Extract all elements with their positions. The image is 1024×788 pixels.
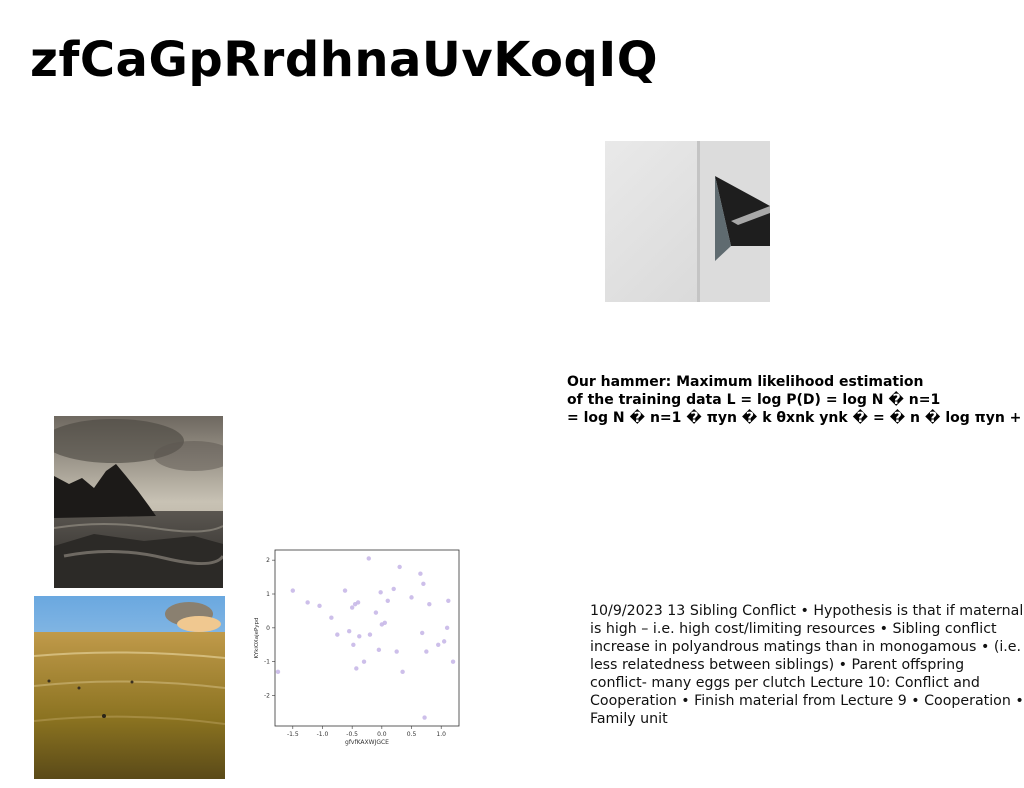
scatter-point bbox=[342, 588, 348, 593]
scatter-point bbox=[420, 630, 425, 636]
scatter-point bbox=[422, 715, 427, 720]
y-axis-label: KYkiOXajePypd bbox=[254, 617, 260, 658]
scatter-point bbox=[355, 600, 361, 605]
scatter-point bbox=[317, 603, 322, 609]
scatter-point bbox=[366, 556, 371, 561]
scatter-point bbox=[305, 600, 310, 605]
x-axis-label: gfvfKAXWJGCE bbox=[345, 739, 389, 746]
scatter-point bbox=[450, 659, 456, 664]
scatter-point bbox=[409, 595, 414, 600]
scatter-point bbox=[373, 610, 379, 615]
scatter-point bbox=[361, 659, 367, 664]
lecture-notes-text: 10/9/2023 13 Sibling Conflict • Hypothes… bbox=[590, 603, 1024, 727]
mle-line: Our hammer: Maximum likelihood estimatio… bbox=[567, 374, 924, 390]
y-tick-label: 2 bbox=[266, 557, 270, 564]
rocky-coast-image bbox=[54, 416, 223, 588]
scatter-point bbox=[367, 632, 373, 637]
scatter-point bbox=[444, 625, 450, 631]
plot-area bbox=[274, 549, 460, 727]
mle-line: = log N � n=1 � πyn � k θxnk ynk � = � n… bbox=[567, 410, 1024, 426]
y-tick-label: -2 bbox=[264, 693, 270, 700]
scatter-point bbox=[275, 669, 281, 675]
scatter-point bbox=[357, 634, 362, 639]
x-tick-label: -0.5 bbox=[346, 731, 358, 738]
scatter-point bbox=[385, 598, 390, 603]
x-tick-label: 0.0 bbox=[377, 731, 387, 738]
y-tick-label: -1 bbox=[264, 659, 270, 666]
scatter-point bbox=[421, 581, 426, 587]
scatter-point bbox=[290, 588, 296, 593]
scatter-point bbox=[446, 598, 451, 603]
x-tick-label: 1.0 bbox=[436, 731, 446, 738]
scatter-point bbox=[397, 564, 402, 570]
scatter-point bbox=[400, 669, 405, 675]
x-tick-label: -1.0 bbox=[317, 731, 329, 738]
page-title: zfCaGpRrdhnaUvKoqIQ bbox=[30, 32, 659, 88]
scatter-point bbox=[418, 571, 423, 576]
scatter-point bbox=[382, 620, 388, 625]
scatter-point bbox=[424, 649, 429, 654]
mle-formula-block: Our hammer: Maximum likelihood estimatio… bbox=[567, 373, 1024, 427]
scatter-point bbox=[378, 590, 383, 595]
scatter-point bbox=[351, 642, 356, 647]
x-tick-label: -1.5 bbox=[287, 731, 299, 738]
scatter-chart: -1.5 -1.0 -0.5 0.0 0.5 1.0 2 1 0 -1 -2 gfvfKAXWJGCE… bbox=[252, 544, 468, 750]
scatter-point bbox=[329, 615, 334, 620]
scatter-point bbox=[349, 605, 355, 610]
x-tick-label: 0.5 bbox=[407, 731, 417, 738]
scatter-point bbox=[427, 601, 432, 607]
y-tick-label: 1 bbox=[266, 591, 270, 598]
concrete-wall-image bbox=[605, 141, 770, 302]
scatter-point bbox=[346, 629, 352, 634]
scatter-point bbox=[391, 586, 396, 592]
scatter-point bbox=[376, 647, 382, 653]
beach-image bbox=[34, 596, 225, 779]
scatter-point bbox=[354, 666, 359, 671]
scatter-point bbox=[436, 642, 441, 647]
mle-line: of the training data L = log P(D) = log … bbox=[567, 392, 941, 408]
scatter-point bbox=[394, 649, 399, 654]
scatter-point bbox=[335, 632, 340, 637]
y-tick-label: 0 bbox=[266, 625, 270, 632]
scatter-point bbox=[441, 639, 447, 644]
